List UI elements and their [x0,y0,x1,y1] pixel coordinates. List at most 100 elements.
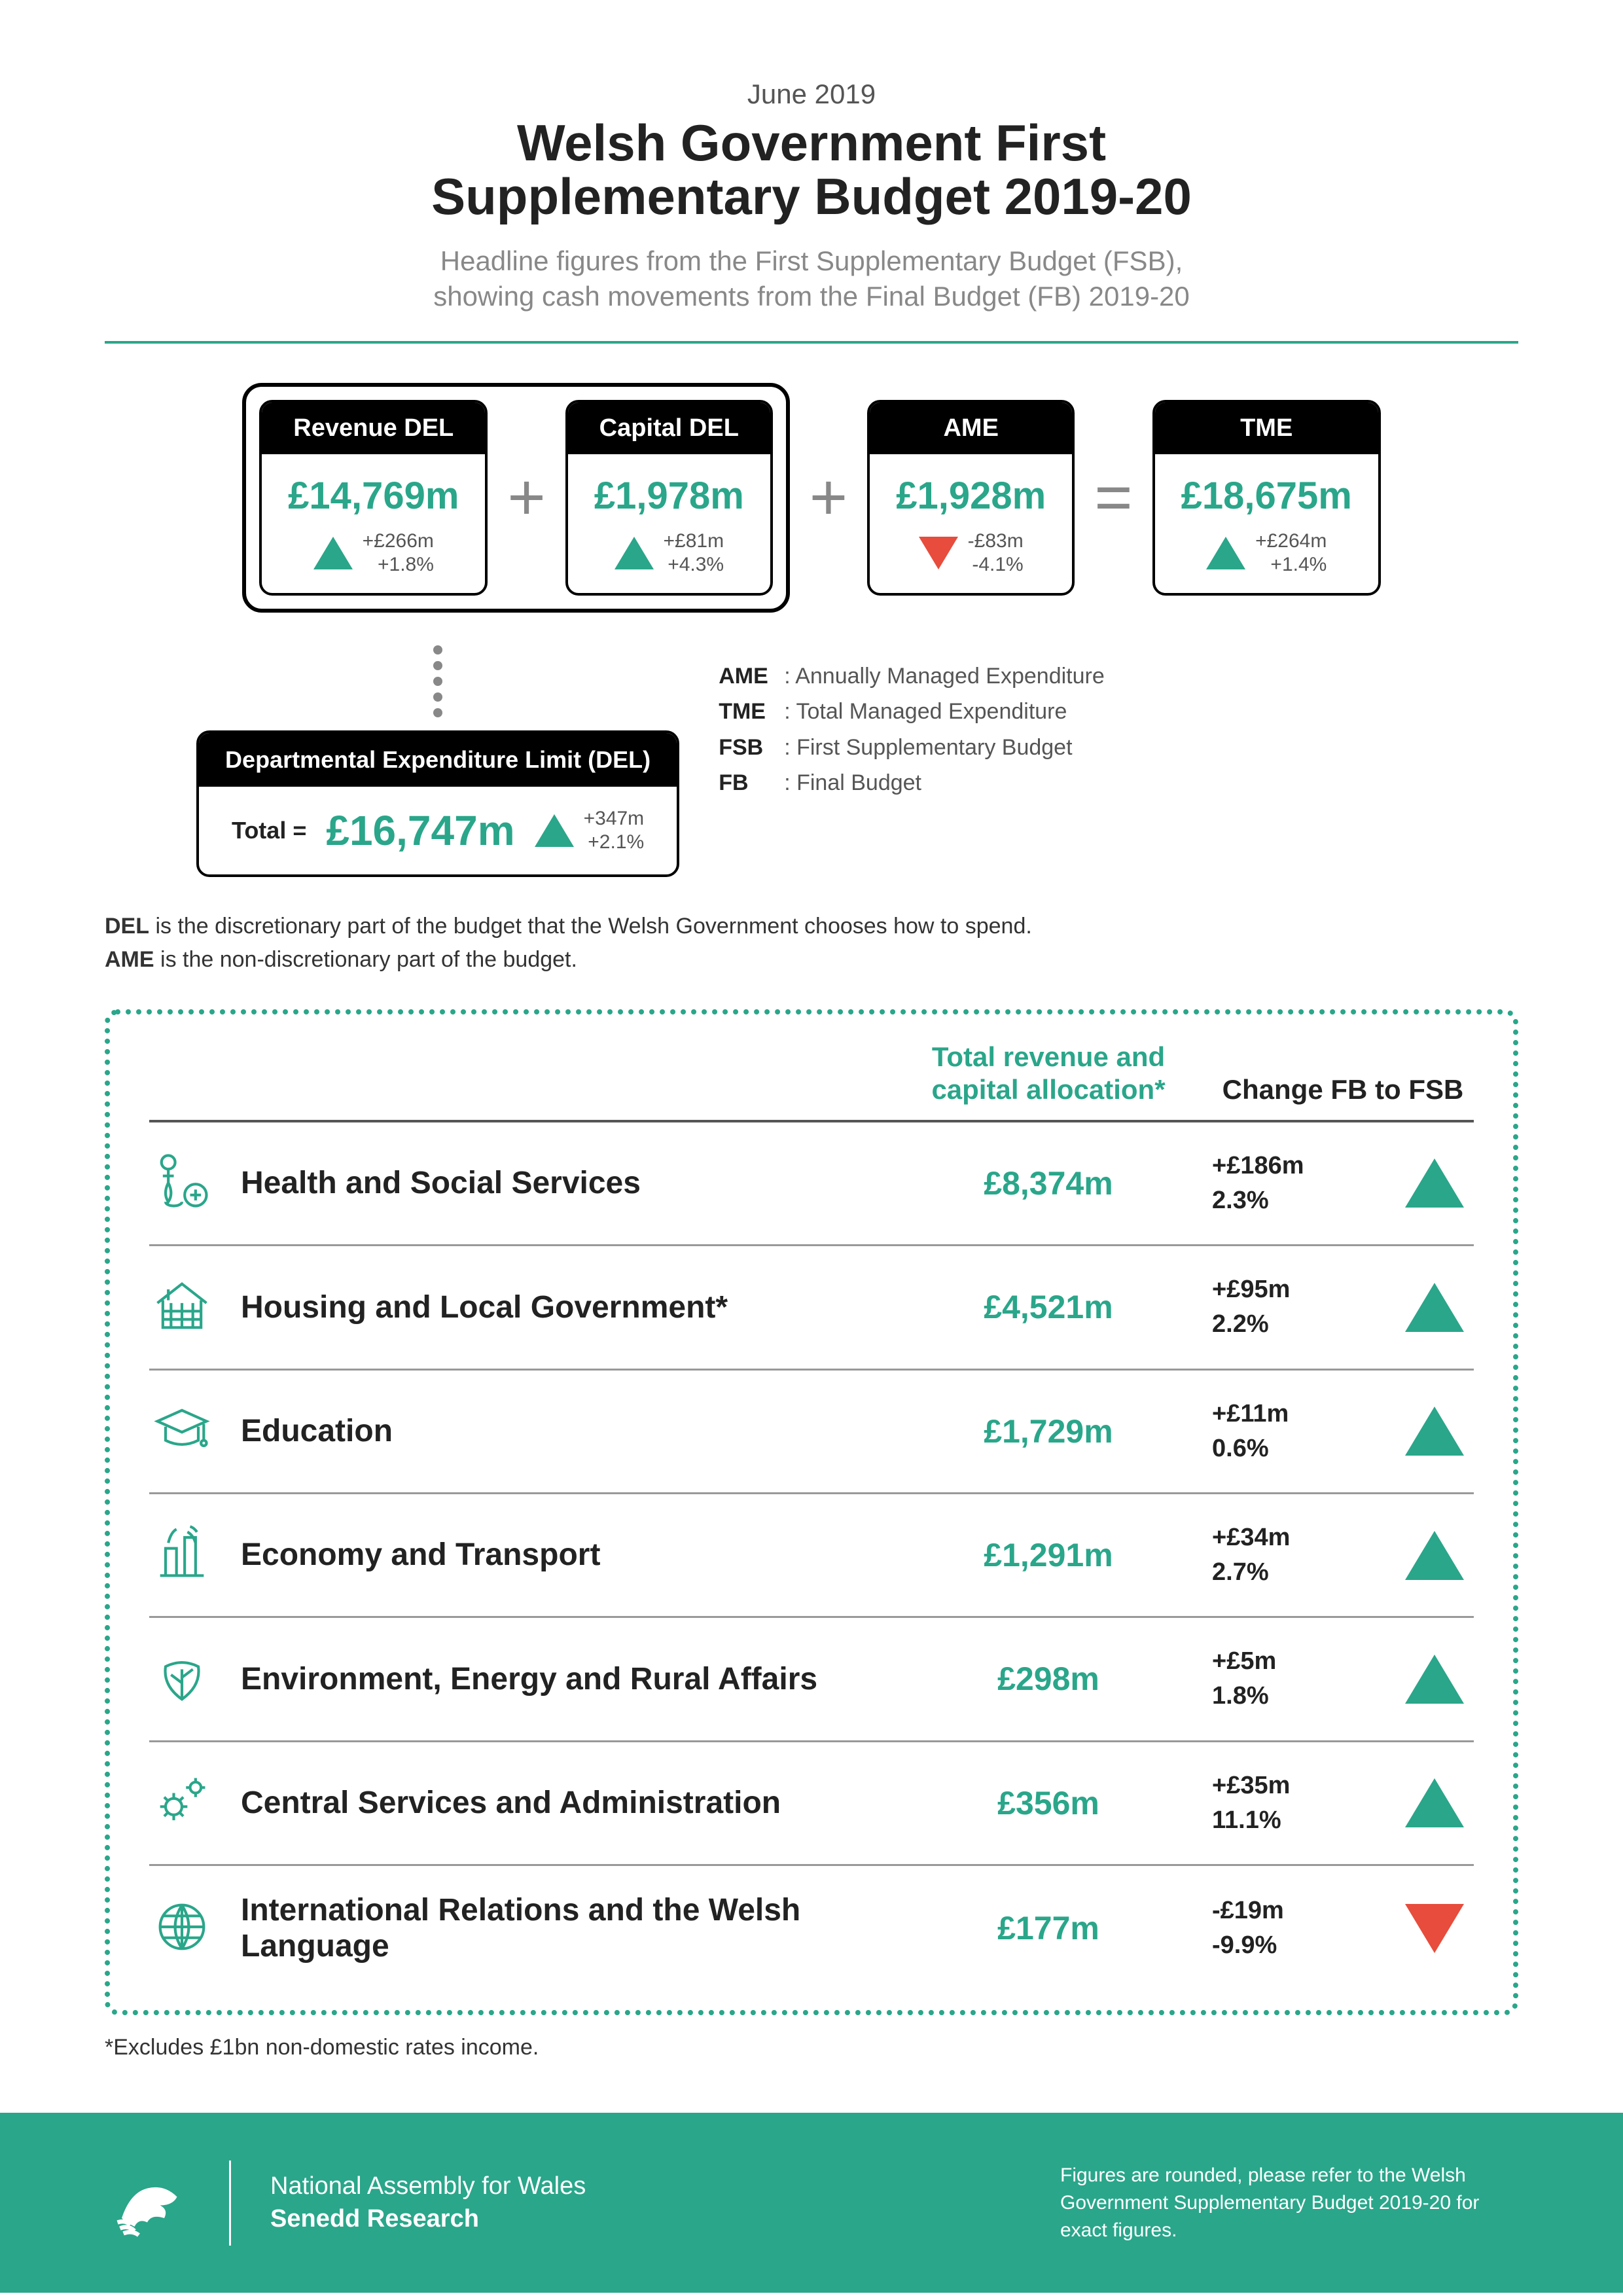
revenue-del-amount: £14,769m [288,474,459,518]
glossary-fb: Final Budget [796,770,921,795]
up-triangle-icon [615,537,654,569]
row-direction [1395,1655,1474,1704]
row-allocation: £1,291m [885,1536,1212,1574]
up-triangle-icon [1405,1158,1464,1208]
revenue-del-pct: +1.8% [363,553,434,577]
footer: National Assembly for Wales Senedd Resea… [0,2113,1623,2293]
note-ame: is the non-discretionary part of the bud… [160,947,577,972]
ame-pct: -4.1% [968,553,1024,577]
footer-note: Figures are rounded, please refer to the… [1060,2162,1518,2244]
row-allocation: £4,521m [885,1288,1212,1326]
up-triangle-icon [313,537,353,569]
row-allocation: £298m [885,1660,1212,1698]
footer-org-line1: National Assembly for Wales [270,2170,586,2202]
table-row: Environment, Energy and Rural Affairs£29… [149,1618,1474,1742]
note-del: is the discretionary part of the budget … [155,914,1031,939]
row-direction [1395,1778,1474,1827]
row-delta: +£186m [1212,1149,1395,1183]
dragon-logo-icon [105,2159,190,2247]
ame-delta: -£83m [968,529,1024,553]
ame-box: AME £1,928m -£83m -4.1% [867,400,1075,596]
up-triangle-icon [1405,1407,1464,1456]
subtitle: Headline figures from the First Suppleme… [105,243,1518,315]
row-delta: +£34m [1212,1520,1395,1555]
capital-del-amount: £1,978m [594,474,744,518]
row-direction [1395,1407,1474,1456]
tme-box: TME £18,675m +£264m +1.4% [1152,400,1381,596]
row-pct: 2.2% [1212,1307,1395,1342]
tme-delta: +£264m [1255,529,1327,553]
subtitle-line2: showing cash movements from the Final Bu… [433,281,1190,312]
page-title: Welsh Government First Supplementary Bud… [105,117,1518,224]
equals-icon: = [1094,460,1132,535]
row-delta: -£19m [1212,1893,1395,1928]
footer-org: National Assembly for Wales Senedd Resea… [270,2170,586,2235]
revenue-del-box: Revenue DEL £14,769m +£266m +1.8% [259,400,488,596]
row-delta: +£11m [1212,1397,1395,1431]
row-change: +£95m2.2% [1212,1272,1395,1342]
row-change: +£11m0.6% [1212,1397,1395,1466]
environment-icon [149,1645,241,1713]
row-name: Environment, Energy and Rural Affairs [241,1661,885,1697]
del-group-outline: Revenue DEL £14,769m +£266m +1.8% + Capi… [242,383,790,613]
footer-org-line2: Senedd Research [270,2205,479,2233]
del-total-amount: £16,747m [326,806,514,855]
row-delta: +£35m [1212,1768,1395,1803]
glossary: AME: Annually Managed Expenditure TME: T… [719,658,1105,801]
dots-connector-icon [196,645,679,717]
table-row: Central Services and Administration£356m… [149,1742,1474,1866]
row-name: Housing and Local Government* [241,1289,885,1325]
capital-del-delta: +£81m [664,529,724,553]
title-line2: Supplementary Budget 2019-20 [431,168,1192,225]
table-header: Total revenue and capital allocation* Ch… [149,1041,1474,1122]
pretitle: June 2019 [105,79,1518,110]
allocation-table: Total revenue and capital allocation* Ch… [105,1009,1518,2015]
table-footnote: *Excludes £1bn non-domestic rates income… [105,2035,1518,2060]
row-direction [1395,1158,1474,1208]
health-icon [149,1149,241,1217]
row-direction [1395,1904,1474,1953]
del-total-label: Departmental Expenditure Limit (DEL) [199,733,677,787]
up-triangle-icon [535,814,574,847]
tme-amount: £18,675m [1181,474,1352,518]
row-direction [1395,1283,1474,1332]
row-pct: 1.8% [1212,1679,1395,1713]
row-pct: 11.1% [1212,1803,1395,1838]
row-change: +£34m2.7% [1212,1520,1395,1590]
row-allocation: £1,729m [885,1412,1212,1450]
row-name: Central Services and Administration [241,1785,885,1821]
row-change: +£35m11.1% [1212,1768,1395,1838]
row-delta: +£5m [1212,1644,1395,1679]
row-direction [1395,1531,1474,1580]
glossary-tme: Total Managed Expenditure [796,699,1067,724]
del-total-prefix: Total = [232,817,306,844]
del-delta: +347m [584,807,645,831]
ame-label: AME [870,403,1072,454]
row-name: Economy and Transport [241,1537,885,1573]
table-row: Health and Social Services£8,374m+£186m2… [149,1122,1474,1246]
row-pct: -9.9% [1212,1928,1395,1963]
col-change: Change FB to FSB [1212,1073,1474,1106]
up-triangle-icon [1405,1283,1464,1332]
row-allocation: £8,374m [885,1164,1212,1202]
row-change: +£5m1.8% [1212,1644,1395,1713]
row-allocation: £356m [885,1784,1212,1822]
down-triangle-icon [1405,1904,1464,1953]
plus-icon: + [810,460,847,535]
row-allocation: £177m [885,1909,1212,1947]
row-change: +£186m2.3% [1212,1149,1395,1218]
table-row: International Relations and the Welsh La… [149,1866,1474,1990]
plus-icon: + [507,460,545,535]
up-triangle-icon [1405,1778,1464,1827]
up-triangle-icon [1405,1531,1464,1580]
row-change: -£19m-9.9% [1212,1893,1395,1963]
table-row: Education£1,729m+£11m0.6% [149,1371,1474,1494]
international-icon [149,1894,241,1963]
up-triangle-icon [1405,1655,1464,1704]
glossary-fsb: First Supplementary Budget [796,735,1072,760]
capital-del-box: Capital DEL £1,978m +£81m +4.3% [565,400,773,596]
notes: DEL is the discretionary part of the bud… [105,910,1518,977]
col-allocation: Total revenue and capital allocation* [885,1041,1212,1107]
glossary-ame: Annually Managed Expenditure [795,664,1105,689]
revenue-del-delta: +£266m [363,529,434,553]
